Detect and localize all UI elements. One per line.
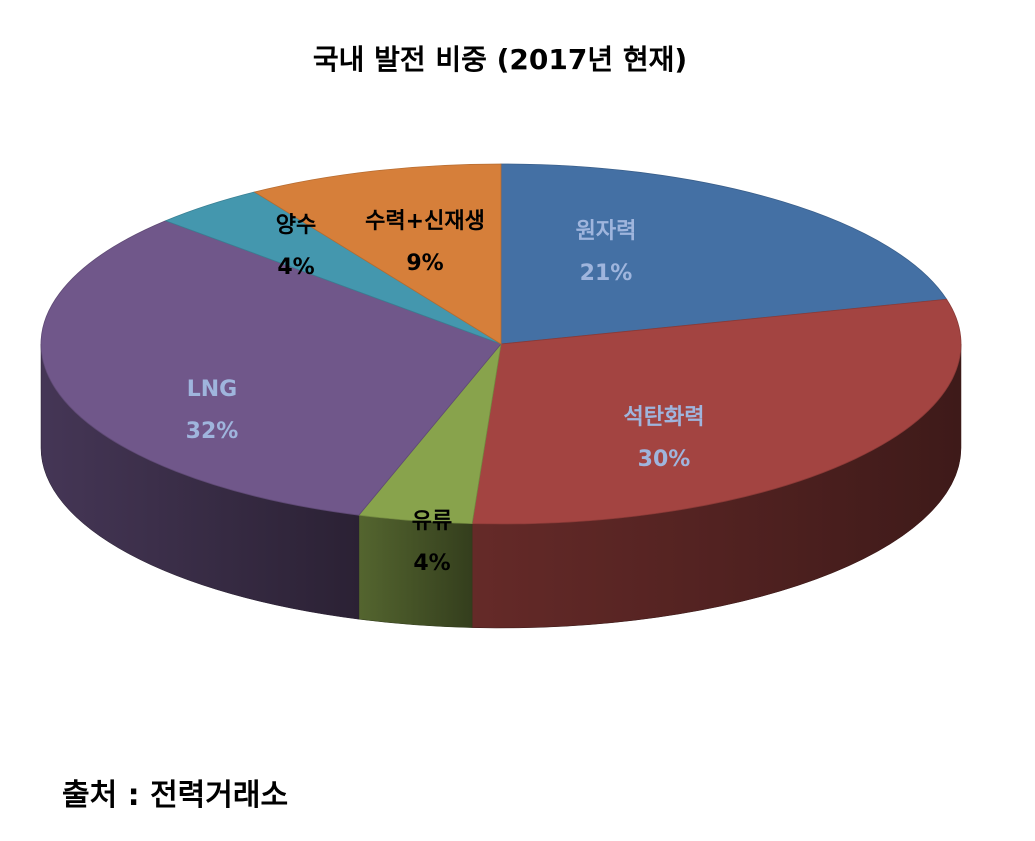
pie-top-layer [40,163,962,525]
slice-value-2: 30% [638,447,691,472]
pie-slice-6 [253,163,502,345]
pie-side-layer [40,343,962,629]
source-note: 출처 : 전력거래소 [62,778,289,813]
slice-value-5: 4% [277,255,314,280]
slice-value-4: 32% [186,419,239,444]
slice-label-3: 유류 [412,509,452,534]
slice-value-1: 21% [580,261,633,286]
slice-value-3: 4% [413,551,450,576]
slice-label-2: 석탄화력 [624,405,705,430]
chart-title: 국내 발전 비중 (2017년 현재) [312,43,688,76]
slice-value-6: 9% [406,251,443,276]
pie-slice-1 [500,163,948,345]
slice-label-4: LNG [187,377,238,402]
pie-label-layer: 원자력 21% 석탄화력 30% 유류 4% LNG 32% 양수 4% 수력+신재생 9% [186,209,705,576]
pie-slice-4 [40,220,502,516]
slice-label-6: 수력+신재생 [365,209,485,234]
slice-label-5: 양수 [276,213,316,238]
pie-slice-2 [471,298,962,525]
slice-label-1: 원자력 [576,219,637,244]
